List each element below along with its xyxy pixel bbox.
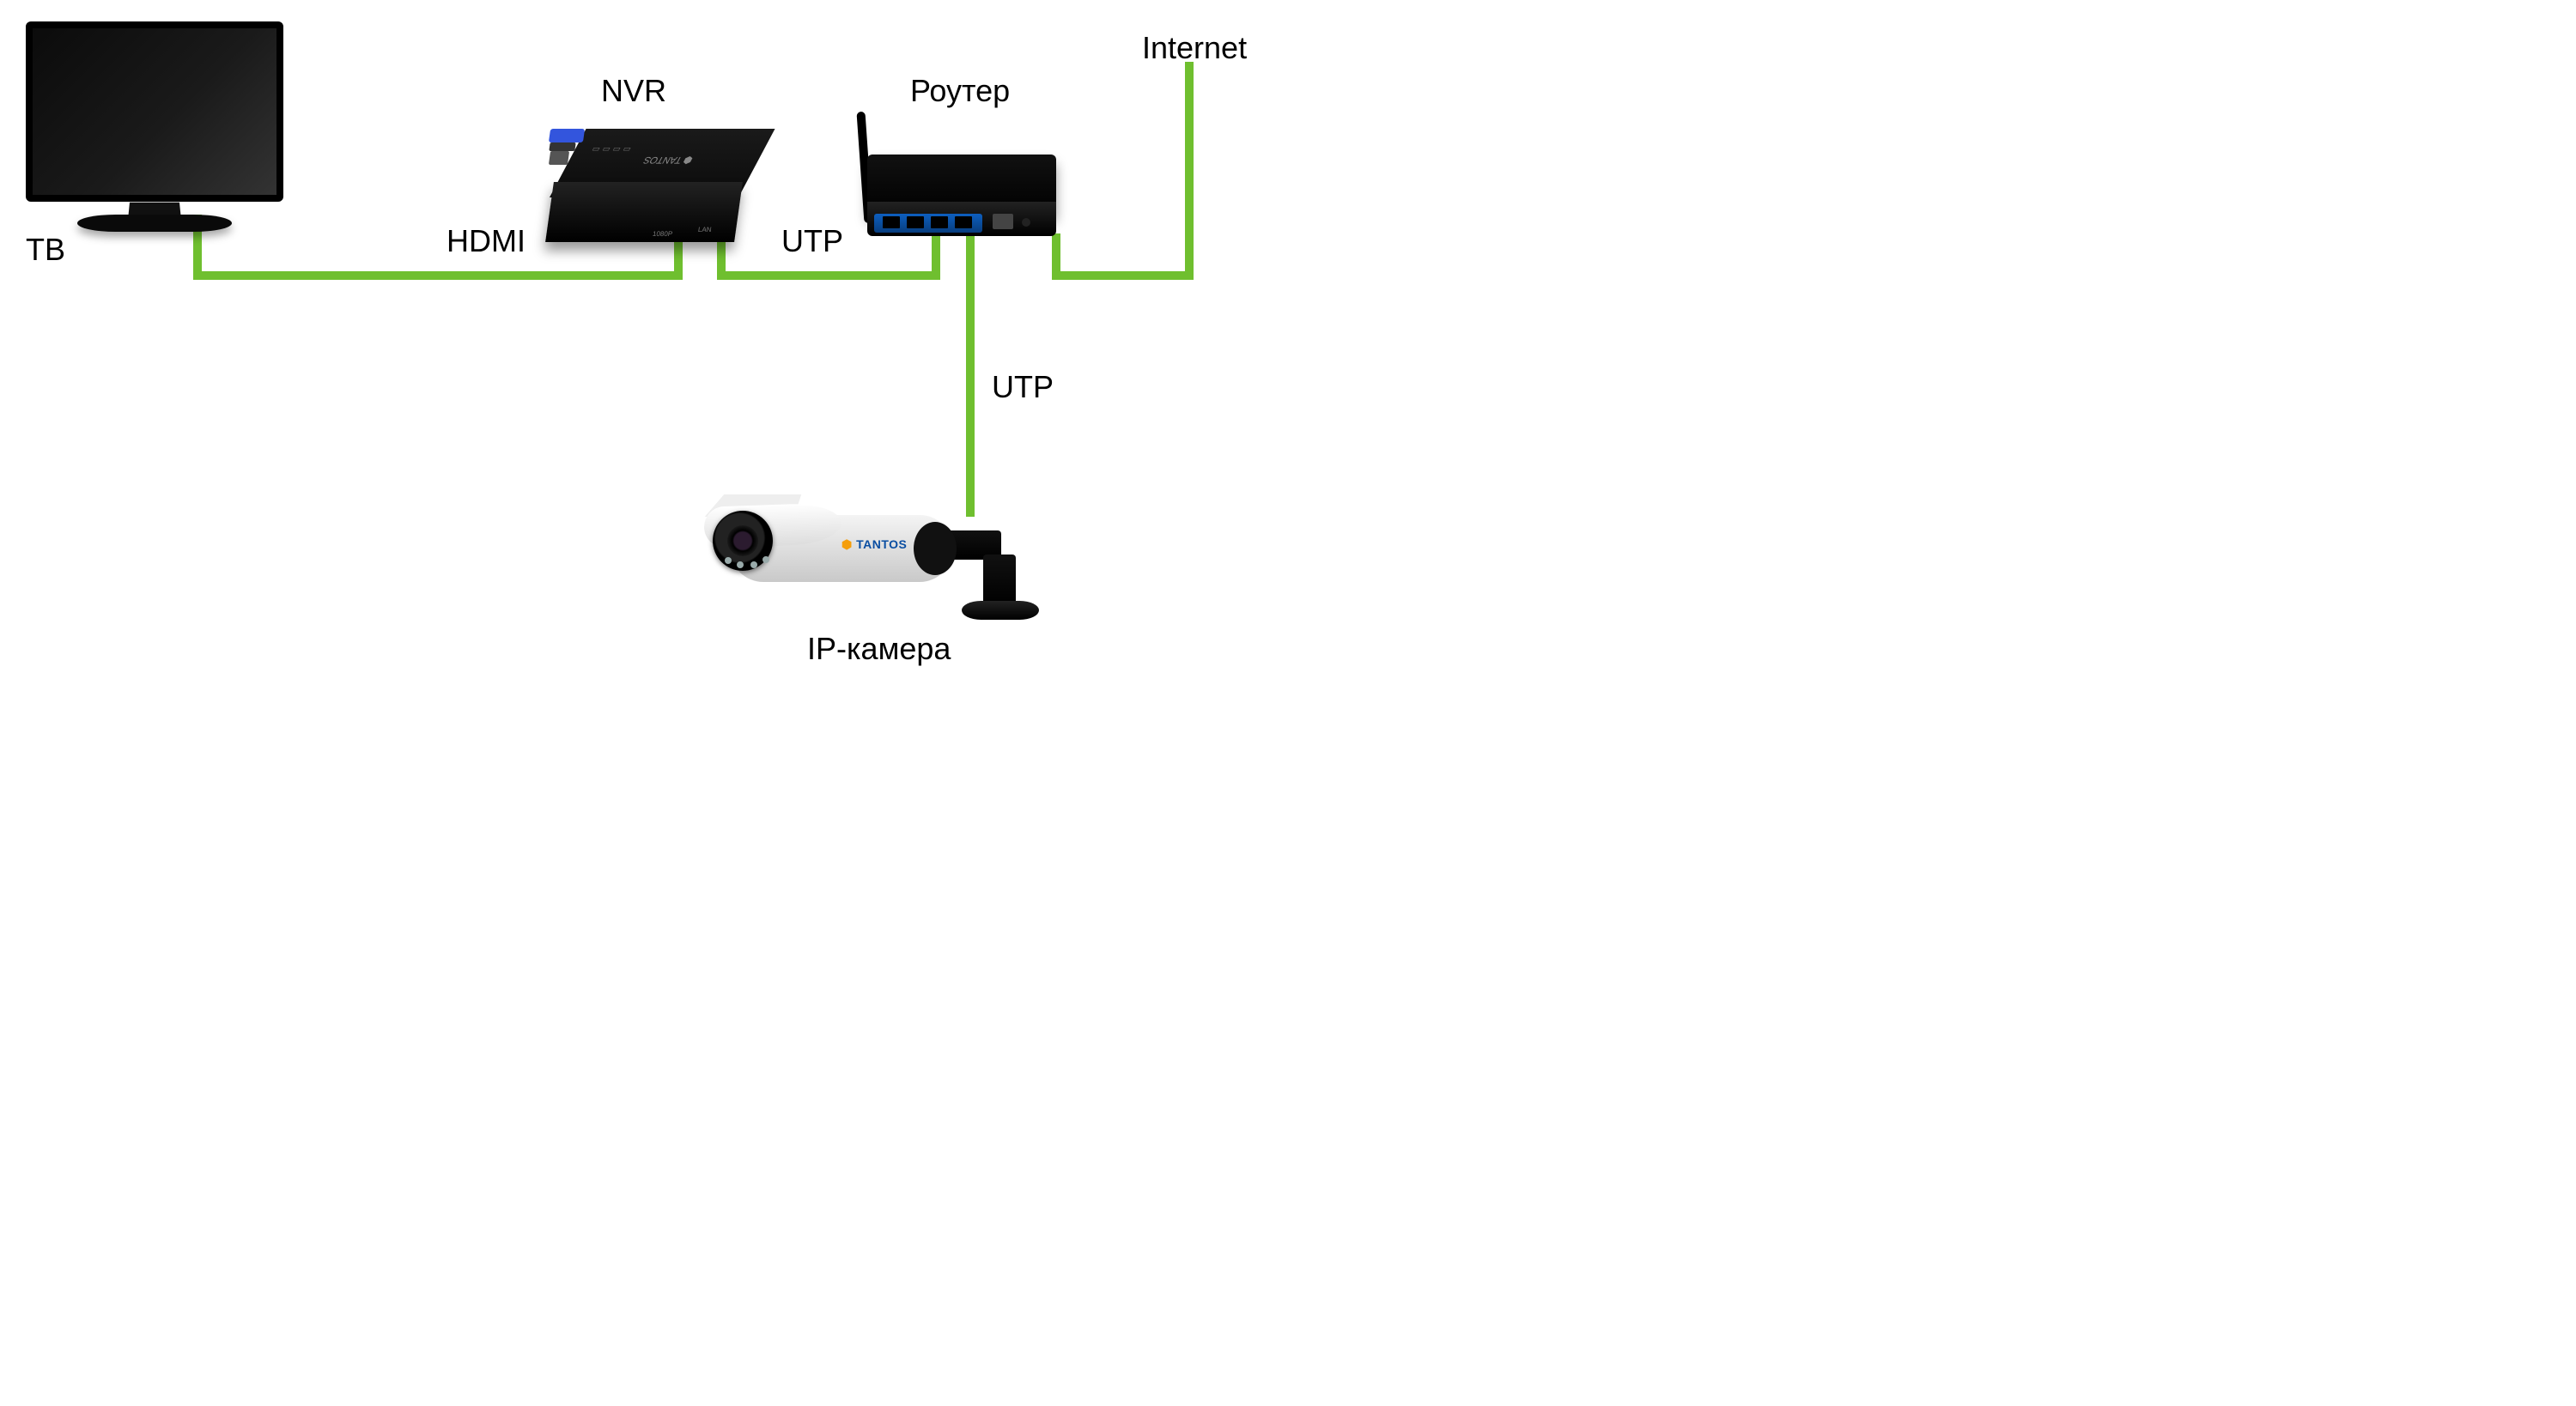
cable-internet-seg [1185,62,1194,280]
camera-ir-led [762,556,769,563]
tv-base [77,215,232,232]
device-router [857,124,1072,262]
camera-brand: ⬢ TANTOS [841,537,907,552]
camera-lens [727,525,758,556]
nvr-front [545,182,743,242]
label-hdmi: HDMI [447,223,526,259]
device-nvr: ▭ ▭ ▭ ▭ ⬢ TANTOS 1080P LAN [550,129,738,249]
label-nvr: NVR [601,73,666,109]
tv-screen [26,21,283,202]
nvr-vga-port [549,129,585,142]
nvr-hdmi-port [549,142,575,151]
device-ip-camera: ⬢ TANTOS [704,464,1030,627]
router-power [1022,218,1030,227]
camera-brand-icon: ⬢ [841,537,853,551]
label-internet: Internet [1142,30,1247,66]
network-diagram: ▭ ▭ ▭ ▭ ⬢ TANTOS 1080P LAN ⬢ TANTOS [0,0,1288,703]
camera-brand-text: TANTOS [856,537,907,551]
nvr-1080p-label: 1080P [652,230,672,238]
camera-ir-led [750,561,757,568]
router-lan-port [955,216,972,228]
label-tv: ТВ [26,232,65,268]
camera-ir-led [737,561,744,568]
nvr-top-logo: ⬢ TANTOS [641,155,696,166]
cable-internet-seg [1052,271,1194,280]
camera-ir-led [725,557,732,564]
router-lan-port [907,216,924,228]
router-wan-port [993,214,1013,229]
nvr-lan-port [549,151,569,165]
nvr-lan-label: LAN [697,226,712,233]
camera-base [962,601,1039,620]
nvr-top-icons: ▭ ▭ ▭ ▭ [590,144,634,154]
camera-mast [983,555,1016,604]
router-lan-port [883,216,900,228]
label-ip-camera: IP-камера [807,631,951,667]
label-utp-1: UTP [781,223,843,259]
label-utp-2: UTP [992,369,1054,405]
router-lan-port [931,216,948,228]
cable-utp1-seg [717,271,940,280]
label-router: Роутер [910,73,1010,109]
